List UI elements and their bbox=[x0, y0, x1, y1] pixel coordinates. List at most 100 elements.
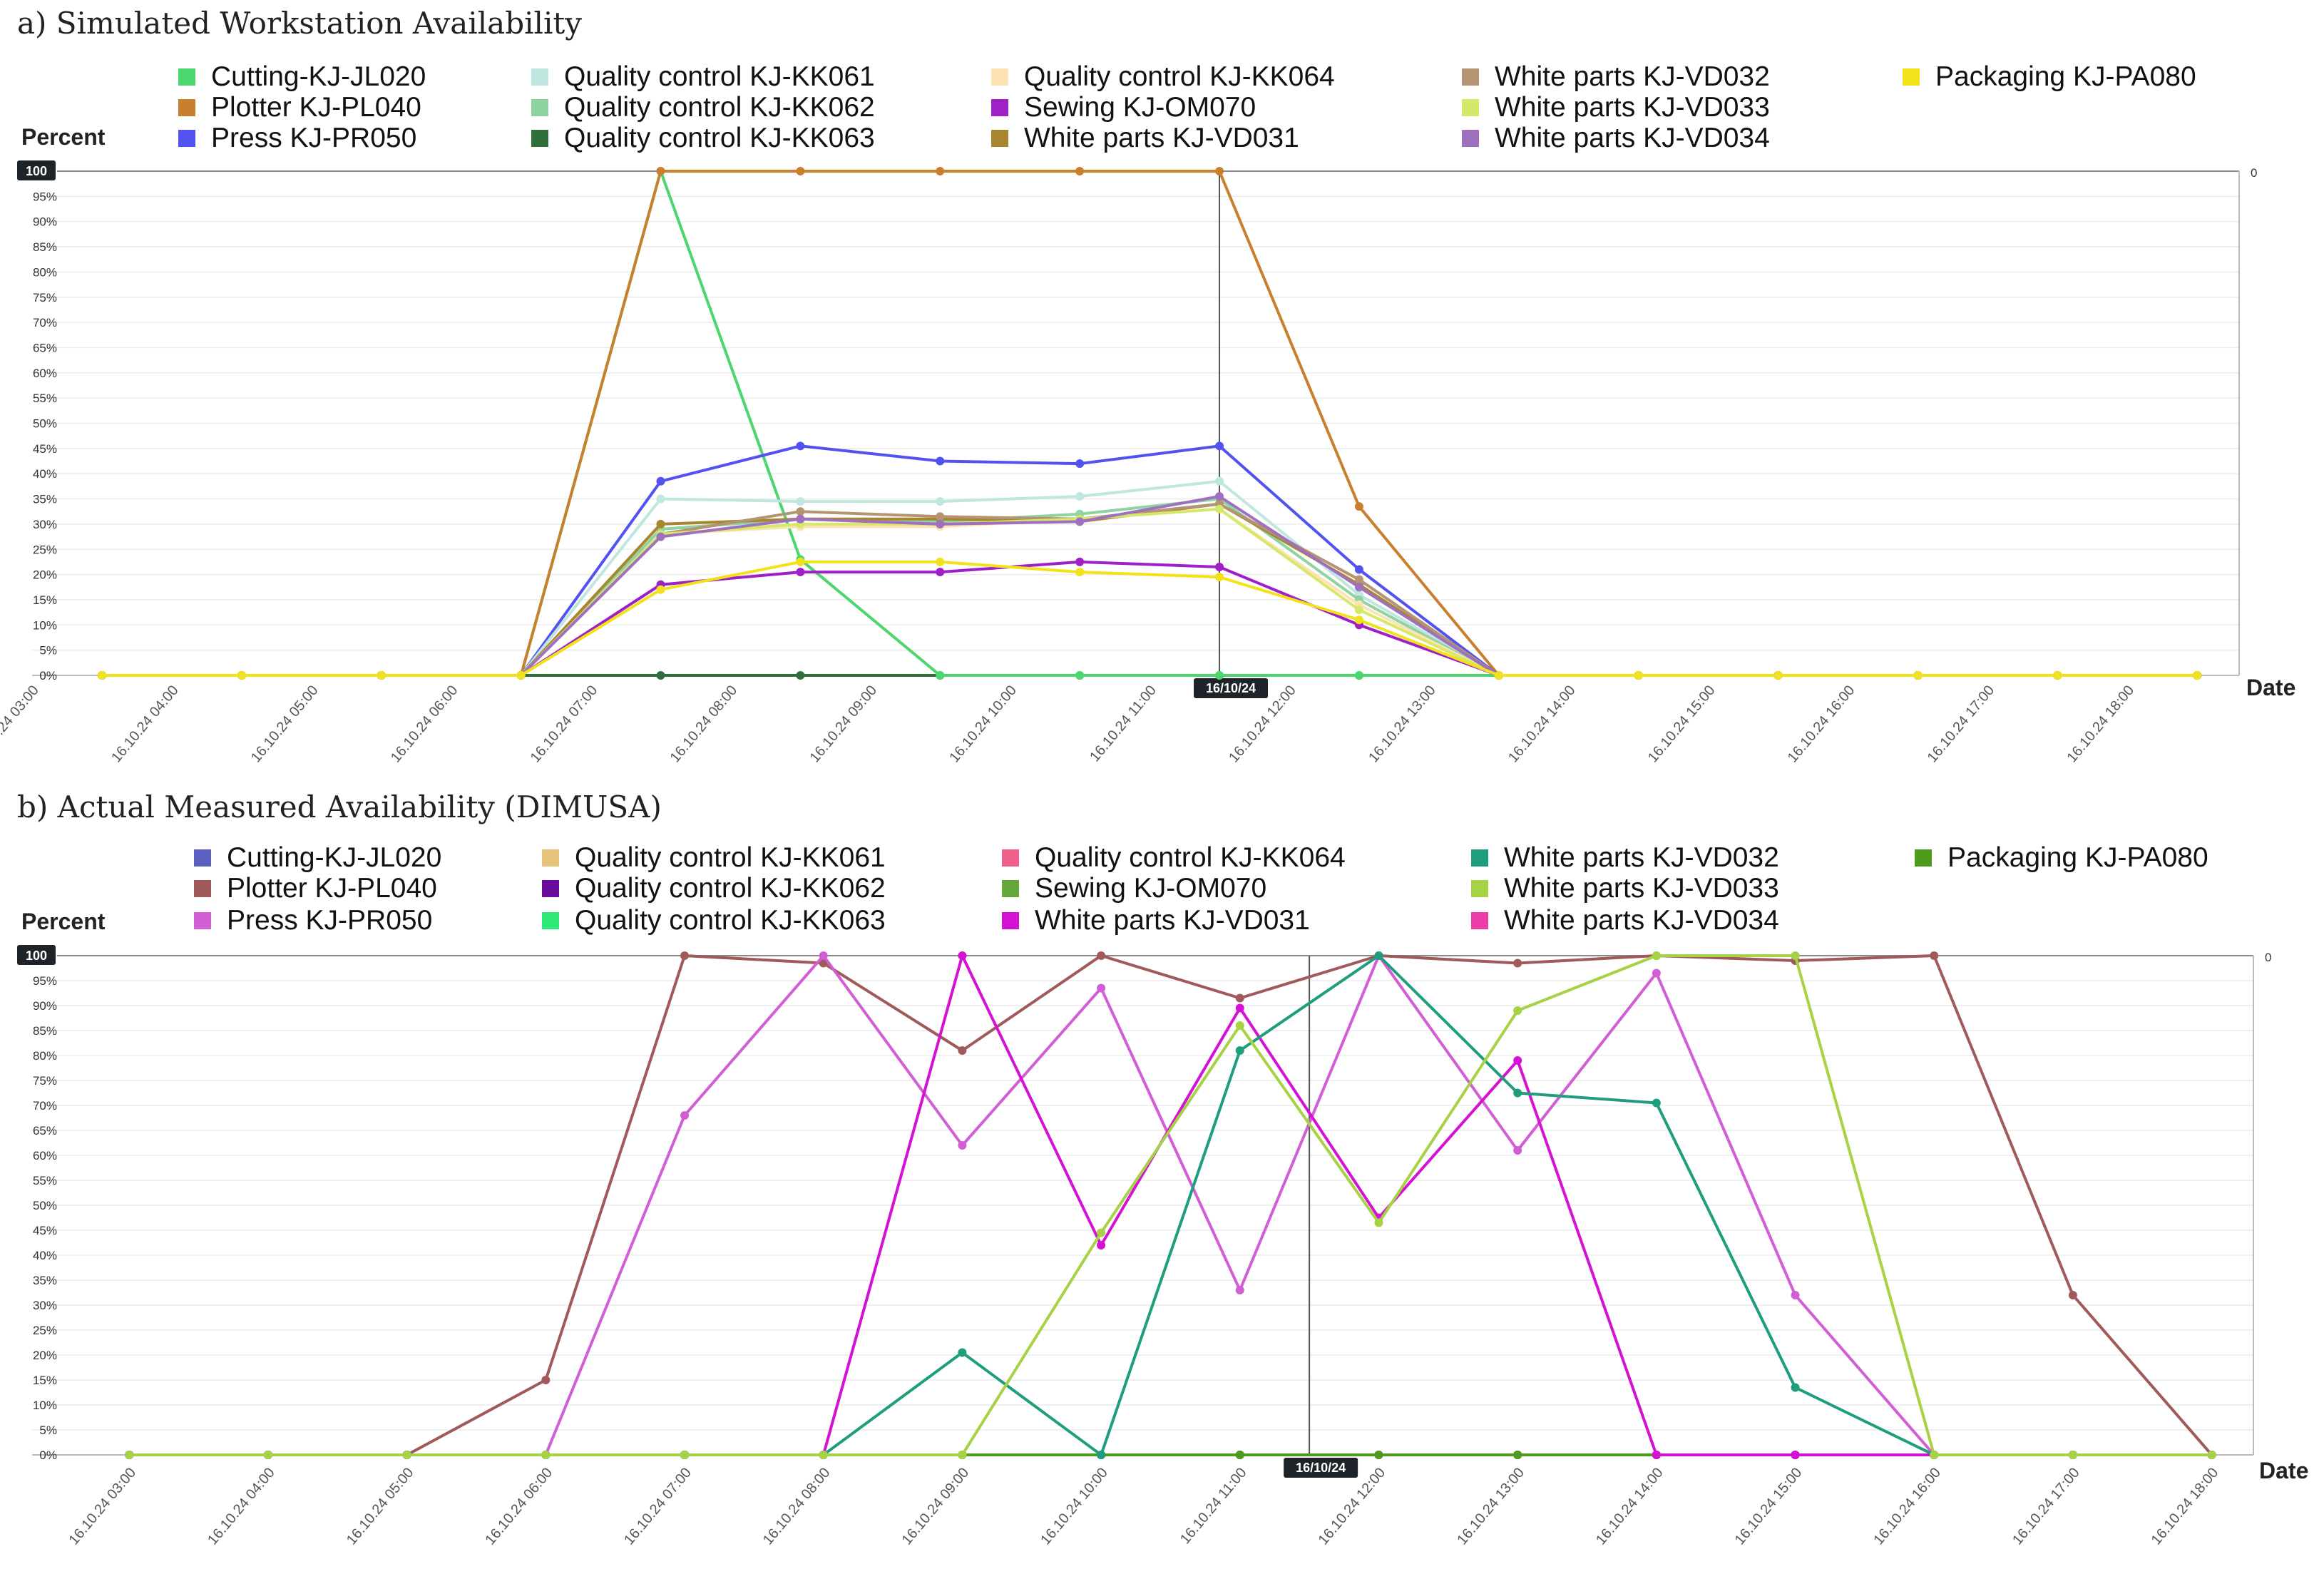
series-white-parts-kj-vd033 bbox=[125, 951, 2216, 1459]
legend-swatch bbox=[194, 849, 211, 867]
legend-swatch bbox=[542, 912, 559, 929]
y-tick-label: 45% bbox=[33, 1224, 57, 1237]
legend-item-quality-control-kj-kk063[interactable]: Quality control KJ-KK063 bbox=[542, 905, 886, 936]
legend-item-white-parts-kj-vd034[interactable]: White parts KJ-VD034 bbox=[1471, 905, 1779, 936]
data-point bbox=[1652, 1451, 1661, 1459]
crosshair-badge bbox=[1194, 678, 1269, 698]
data-point bbox=[1354, 605, 1363, 615]
legend-item-quality-control-kj-kk063[interactable]: Quality control KJ-KK063 bbox=[531, 123, 875, 154]
data-point bbox=[958, 1141, 967, 1150]
data-point bbox=[680, 1111, 690, 1120]
legend-item-white-parts-kj-vd032[interactable]: White parts KJ-VD032 bbox=[1462, 61, 1770, 93]
x-axis-title: Date bbox=[2259, 1458, 2308, 1483]
data-point bbox=[1652, 951, 1661, 960]
legend-item-plotter-kj-pl040[interactable]: Plotter KJ-PL040 bbox=[194, 873, 437, 904]
legend-item-cutting-kj-jl020[interactable]: Cutting-KJ-JL020 bbox=[194, 842, 441, 874]
legend-item-quality-control-kj-kk061[interactable]: Quality control KJ-KK061 bbox=[531, 61, 875, 93]
y-tick-label: 15% bbox=[33, 1374, 57, 1387]
legend-item-white-parts-kj-vd034[interactable]: White parts KJ-VD034 bbox=[1462, 123, 1770, 154]
data-point bbox=[796, 514, 805, 523]
data-point bbox=[1930, 1451, 1939, 1459]
series-quality-control-kj-kk064 bbox=[97, 504, 2202, 680]
legend-item-quality-control-kj-kk062[interactable]: Quality control KJ-KK062 bbox=[542, 873, 886, 904]
data-point bbox=[936, 497, 945, 506]
x-tick-labels: 16.10.24 03:00 16.10.24 04:00 16.10.24 05:… bbox=[66, 1465, 2221, 1548]
data-point bbox=[680, 951, 690, 960]
y-tick-label: 40% bbox=[33, 1249, 57, 1262]
x-tick-label: 16.10.24 15:00 bbox=[1732, 1465, 1806, 1548]
legend-swatch bbox=[1462, 130, 1479, 147]
data-point bbox=[936, 167, 945, 175]
data-point bbox=[1652, 1098, 1661, 1108]
data-point bbox=[1215, 562, 1224, 571]
legend-item-white-parts-kj-vd033[interactable]: White parts KJ-VD033 bbox=[1471, 873, 1779, 904]
data-point bbox=[1791, 1383, 1800, 1392]
legend-item-sewing-kj-om070[interactable]: Sewing KJ-OM070 bbox=[991, 92, 1256, 123]
data-point bbox=[1513, 959, 1522, 968]
legend-swatch bbox=[531, 68, 548, 86]
y-max-badge bbox=[17, 945, 56, 965]
legend-swatch bbox=[1903, 68, 1920, 86]
data-point bbox=[796, 497, 805, 506]
x-axis-title: Date bbox=[2246, 675, 2295, 700]
y-tick-label: 45% bbox=[33, 442, 57, 456]
y-tick-label: 80% bbox=[33, 1049, 57, 1063]
y-tick-label: 25% bbox=[33, 543, 57, 556]
series-white-parts-kj-vd033 bbox=[97, 504, 2202, 680]
chart-title: b) Actual Measured Availability (DIMUSA) bbox=[17, 789, 662, 824]
legend-item-white-parts-kj-vd031[interactable]: White parts KJ-VD031 bbox=[991, 123, 1299, 154]
data-point bbox=[97, 671, 106, 680]
legend-item-cutting-kj-jl020[interactable]: Cutting-KJ-JL020 bbox=[178, 61, 426, 93]
legend-item-quality-control-kj-kk064[interactable]: Quality control KJ-KK064 bbox=[1002, 842, 1346, 874]
x-tick-label: 16.10.24 06:00 bbox=[483, 1465, 556, 1548]
data-point bbox=[125, 1451, 134, 1459]
legend-item-sewing-kj-om070[interactable]: Sewing KJ-OM070 bbox=[1002, 873, 1266, 904]
x-tick-label: 16.10.24 16:00 bbox=[1870, 1465, 1944, 1548]
legend-item-press-kj-pr050[interactable]: Press KJ-PR050 bbox=[194, 905, 432, 936]
data-point bbox=[1235, 1003, 1244, 1013]
legend-item-white-parts-kj-vd032[interactable]: White parts KJ-VD032 bbox=[1471, 842, 1779, 874]
legend-label: White parts KJ-VD033 bbox=[1495, 92, 1770, 123]
chart-legend: Cutting-KJ-JL020 Plotter KJ-PL040 Press KJ… bbox=[0, 0, 2324, 153]
data-point bbox=[656, 167, 665, 175]
data-point bbox=[656, 494, 665, 504]
legend-label: Quality control KJ-KK063 bbox=[575, 905, 886, 936]
legend-item-quality-control-kj-kk062[interactable]: Quality control KJ-KK062 bbox=[531, 92, 875, 123]
legend-swatch bbox=[1002, 880, 1019, 897]
legend-item-white-parts-kj-vd031[interactable]: White parts KJ-VD031 bbox=[1002, 905, 1310, 936]
y-max-badge bbox=[17, 160, 56, 180]
y-tick-label: 60% bbox=[33, 367, 57, 380]
legend-swatch bbox=[991, 99, 1008, 116]
data-point bbox=[819, 1451, 828, 1459]
right-axis-label: 0 bbox=[2265, 951, 2271, 964]
x-tick-label: 16.10.24 08:00 bbox=[667, 683, 741, 765]
y-tick-label: 100 bbox=[26, 164, 47, 178]
data-point bbox=[1773, 671, 1783, 680]
data-point bbox=[1913, 671, 1923, 680]
y-tick-label: 20% bbox=[33, 568, 57, 582]
legend-label: Quality control KJ-KK064 bbox=[1024, 61, 1335, 92]
legend-item-packaging-kj-pa080[interactable]: Packaging KJ-PA080 bbox=[1903, 61, 2196, 93]
legend-label: Quality control KJ-KK063 bbox=[564, 123, 875, 153]
chart-svg: 0% 5% 10% 15% 20% 25% 30% 35% 40% 45% 50% 55% 60% 65%… bbox=[17, 909, 2308, 1548]
legend-item-packaging-kj-pa080[interactable]: Packaging KJ-PA080 bbox=[1915, 842, 2208, 874]
legend-item-press-kj-pr050[interactable]: Press KJ-PR050 bbox=[178, 123, 416, 154]
legend-item-white-parts-kj-vd033[interactable]: White parts KJ-VD033 bbox=[1462, 92, 1770, 123]
data-point bbox=[1215, 167, 1224, 175]
legend-label: White parts KJ-VD032 bbox=[1504, 842, 1779, 873]
legend-item-plotter-kj-pl040[interactable]: Plotter KJ-PL040 bbox=[178, 92, 421, 123]
legend-swatch bbox=[991, 68, 1008, 86]
data-point bbox=[1354, 671, 1363, 680]
data-point bbox=[1215, 573, 1224, 582]
data-point bbox=[1513, 1056, 1522, 1065]
y-tick-label: 85% bbox=[33, 240, 57, 254]
legend-item-quality-control-kj-kk061[interactable]: Quality control KJ-KK061 bbox=[542, 842, 886, 874]
legend-item-quality-control-kj-kk064[interactable]: Quality control KJ-KK064 bbox=[991, 61, 1335, 93]
data-point bbox=[2068, 1291, 2077, 1299]
legend-swatch bbox=[194, 912, 211, 929]
right-axis-label: 0 bbox=[2251, 166, 2257, 180]
legend-swatch bbox=[991, 130, 1008, 147]
data-point bbox=[1235, 1451, 1244, 1459]
data-point bbox=[1513, 1451, 1522, 1459]
legend-swatch bbox=[531, 99, 548, 116]
